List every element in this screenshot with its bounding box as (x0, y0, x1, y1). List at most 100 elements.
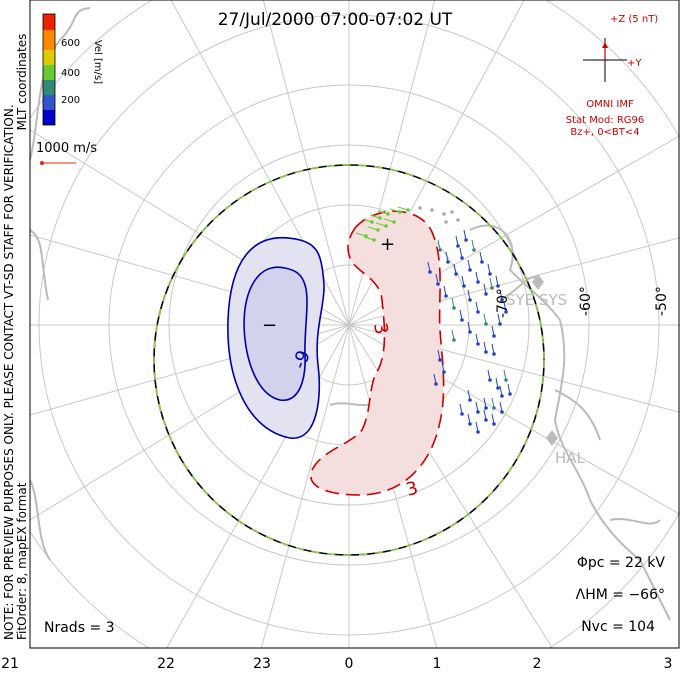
velocity-vector-line (459, 403, 463, 415)
station-syes-marker (532, 274, 544, 290)
velocity-vector-line (499, 385, 503, 397)
velocity-vector-line (437, 349, 441, 361)
velocity-vector-line (463, 229, 467, 241)
velocity-vector-line (445, 251, 449, 263)
imf-condition-label: Bz+, 0<BT<4 (570, 127, 639, 138)
velocity-vector-line (397, 206, 409, 211)
velocity-vector-line (467, 389, 471, 401)
mlt-tick-21: 21 (1, 656, 19, 672)
velocity-vector-line (383, 218, 395, 223)
colorbar-swatch-2 (43, 95, 55, 110)
positive-contour-label-lower: 3 (404, 478, 420, 501)
coastlines (29, 7, 671, 621)
imf-y-label: +Y (627, 58, 642, 69)
velocity-vector-line (389, 208, 401, 213)
velocity-vector-line (459, 247, 463, 259)
velocity-vector-line (483, 409, 487, 421)
station-hal-label: HAL (555, 449, 586, 467)
velocity-vector-line (489, 277, 493, 289)
velocity-vector-line (503, 301, 507, 313)
velocity-vector-line (451, 297, 455, 309)
velocity-vector-point (430, 208, 434, 212)
velocity-vector-line (443, 285, 447, 297)
velocity-vector-line (427, 261, 431, 273)
velocity-vector-line (495, 275, 499, 287)
station-syes-label: SYE SYS (506, 291, 567, 309)
mlt-tick-22: 22 (157, 656, 175, 672)
potential-maximum-marker: + (380, 234, 395, 255)
fit-info: FitOrder: 8, mapEX format (15, 482, 29, 640)
velocity-vector-line (491, 397, 495, 409)
positive-potential-cell (310, 210, 445, 496)
mlt-tick-1: 1 (433, 656, 442, 672)
lambda-hm-stat: ΛHM = −66° (576, 587, 665, 603)
colorbar-swatch-3 (43, 80, 55, 95)
velocity-vector-point (444, 220, 448, 224)
imf-source-label: OMNI IMF (586, 99, 634, 110)
velocity-vector-line (461, 275, 465, 287)
potential-minimum-marker: − (262, 315, 277, 336)
station-markers (532, 274, 558, 446)
plot-frame (29, 0, 680, 649)
colorbar-swatch-6 (43, 30, 55, 50)
velocity-vector-line (459, 309, 463, 321)
velocity-vector-line (367, 226, 379, 231)
negative-potential-cell (227, 237, 325, 439)
velocity-vector-line (475, 271, 479, 283)
velocity-vector-line (437, 239, 441, 251)
velocity-vector-line (435, 273, 439, 285)
velocity-vector-line (487, 369, 491, 381)
negative-cell-inner-contour (243, 266, 308, 401)
velocity-vector-line (451, 329, 455, 341)
velocity-vector-line (475, 421, 479, 433)
velocity-vector-line (467, 289, 471, 301)
latitude-label-60: -60° (578, 286, 594, 316)
velocity-vector-line (499, 401, 503, 413)
mlt-tick-0: 0 (345, 656, 354, 672)
stat-model-label: Stat Mod: RG96 (566, 115, 645, 126)
velocity-vector-line (467, 413, 471, 425)
velocity-vector-line (483, 283, 487, 295)
mlt-tick-2: 2 (533, 656, 542, 672)
velocity-vector-line (441, 361, 445, 373)
velocity-vector-point (418, 206, 422, 210)
latitude-label-50: -50° (654, 286, 670, 316)
boundary-circle (153, 164, 545, 556)
velocity-vector-line (475, 333, 479, 345)
velocity-vector-line (475, 301, 479, 313)
colorbar-swatch-7 (43, 14, 55, 30)
colorbar-tick-200: 200 (61, 95, 80, 106)
mlt-tick-23: 23 (253, 656, 271, 672)
velocity-vector-line (455, 235, 459, 247)
imf-z-label: +Z (5 nT) (610, 14, 658, 25)
velocity-vector-line (377, 210, 389, 215)
latitude-label-70: -70° (495, 288, 511, 318)
velocity-vector-point (450, 210, 454, 214)
velocity-vector-line (491, 325, 495, 337)
mlt-coordinates-label: MLT coordinates (15, 34, 29, 131)
velocity-vector-line (453, 263, 457, 275)
velocity-vector-line (475, 401, 479, 413)
velocity-vector-line (483, 397, 487, 409)
velocity-vector-line (499, 289, 503, 301)
scale-vector-label: 1000 m/s (36, 141, 97, 156)
station-hal-marker (546, 430, 558, 446)
velocity-vector-line (483, 313, 487, 325)
velocity-vector-line (483, 341, 487, 353)
preview-note: NOTE: FOR PREVIEW PURPOSES ONLY. PLEASE … (2, 104, 16, 640)
velocity-vector-line (507, 383, 511, 395)
velocity-vector-line (467, 321, 471, 333)
n-rads-stat: Nrads = 3 (44, 620, 115, 636)
colorbar-swatch-1 (43, 110, 55, 125)
colorbar-swatch-5 (43, 50, 55, 65)
colorbar-tick-400: 400 (61, 68, 80, 79)
phi-pc-stat: Φpc = 22 kV (577, 555, 666, 571)
velocity-vector-line (471, 239, 475, 251)
velocity-vector-line (487, 263, 491, 275)
mlt-tick-3: 3 (664, 656, 673, 672)
velocity-vector-line (375, 222, 387, 227)
velocity-vector-line (355, 232, 367, 237)
velocity-vector-line (497, 313, 501, 325)
